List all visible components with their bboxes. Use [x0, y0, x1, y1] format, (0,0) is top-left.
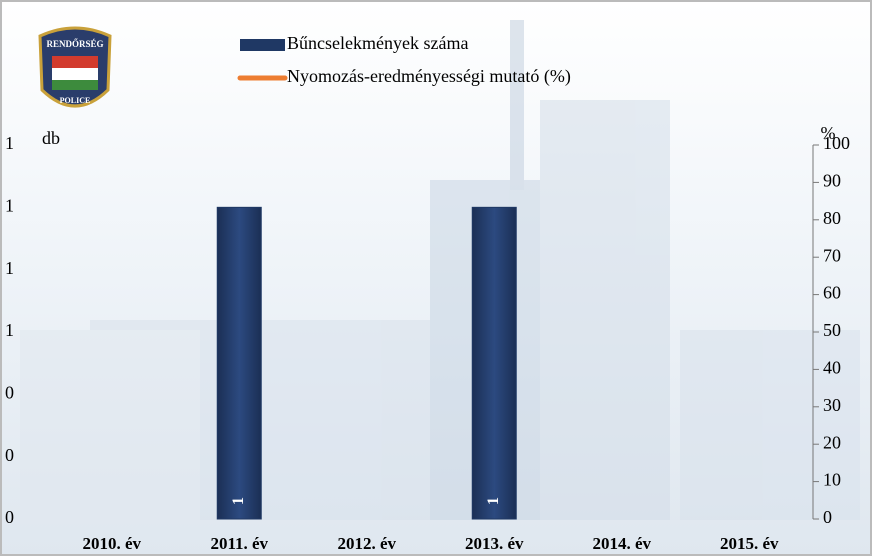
- data-label: 1: [230, 497, 247, 505]
- y2-tick-label: 70: [823, 245, 841, 265]
- y-tick-label: 1: [5, 133, 14, 153]
- x-tick-label: 2015. év: [720, 534, 779, 553]
- y2-tick-label: 60: [823, 283, 841, 303]
- y-tick-label: 0: [5, 445, 14, 465]
- x-tick-label: 2011. év: [210, 534, 268, 553]
- data-label: 1: [485, 497, 502, 505]
- x-tick-label: 2013. év: [465, 534, 524, 553]
- y-axis-label: db: [42, 128, 60, 148]
- y-tick-label: 1: [5, 320, 14, 340]
- y2-tick-label: 100: [823, 133, 850, 153]
- y2-axis-label: %: [821, 123, 836, 143]
- y-tick-label: 1: [5, 258, 14, 278]
- y2-tick-label: 0: [823, 507, 832, 527]
- logo-top-text: RENDŐRSÉG: [46, 39, 103, 49]
- logo-bottom-text: POLICE: [60, 96, 91, 105]
- y2-tick-label: 20: [823, 432, 841, 452]
- y2-tick-label: 10: [823, 470, 841, 490]
- bar: [471, 206, 517, 520]
- logo: RENDŐRSÉG POLICE: [38, 26, 112, 108]
- y2-tick-label: 30: [823, 395, 841, 415]
- y2-tick-label: 40: [823, 358, 841, 378]
- y-tick-label: 0: [5, 382, 14, 402]
- y2-tick-label: 90: [823, 171, 841, 191]
- legend-swatch: [240, 39, 285, 51]
- x-tick-label: 2014. év: [592, 534, 651, 553]
- legend-label: Bűncselekmények száma: [287, 33, 468, 53]
- y2-tick-label: 50: [823, 320, 841, 340]
- x-tick-label: 2012. év: [337, 534, 396, 553]
- y2-tick-label: 80: [823, 208, 841, 228]
- bar: [216, 206, 262, 520]
- x-tick-label: 2010. év: [82, 534, 141, 553]
- y-tick-label: 0: [5, 507, 14, 527]
- y-tick-label: 1: [5, 195, 14, 215]
- legend-label: Nyomozás-eredményességi mutató (%): [287, 66, 571, 87]
